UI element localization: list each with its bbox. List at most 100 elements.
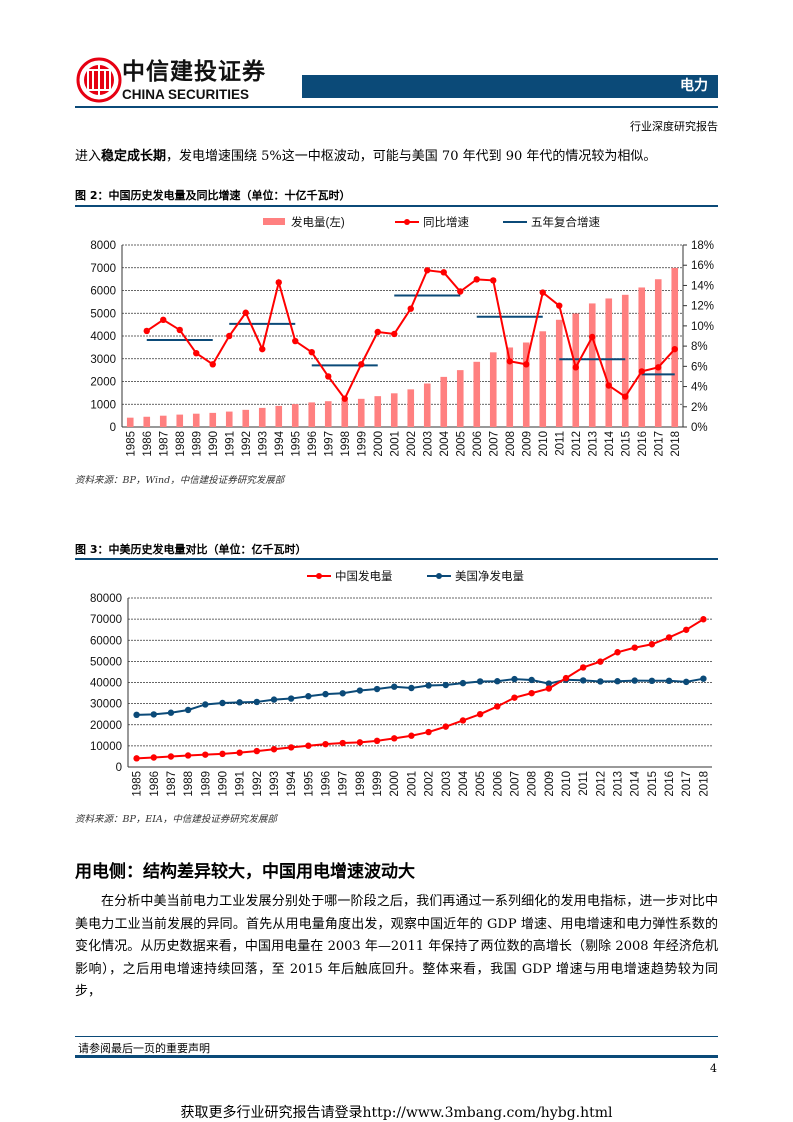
bar-generation (308, 402, 316, 427)
point-us (150, 711, 157, 718)
bar-generation (159, 415, 167, 427)
point-yoy-growth (374, 328, 381, 336)
x-tick-label: 2006 (492, 771, 504, 797)
x-tick-label: 2008 (505, 431, 517, 457)
point-us (167, 709, 175, 716)
y-tick-label: 10000 (90, 741, 122, 753)
point-us (631, 677, 638, 684)
point-china (184, 752, 192, 759)
figure-3-divider (75, 558, 718, 560)
x-tick-label: 1987 (158, 431, 170, 457)
bar-generation (638, 287, 646, 427)
figure-2-title: 图 2：中国历史发电量及同比增速（单位：十亿千瓦时） (75, 189, 351, 202)
y2-tick-label: 12% (691, 301, 714, 313)
x-tick-label: 2009 (544, 771, 556, 797)
point-us (253, 698, 261, 706)
point-china (597, 658, 604, 665)
point-us (356, 687, 364, 694)
point-china (408, 732, 415, 739)
chart-china-generation: 0 1000 2000 3000 4000 5000 6000 7000 8000 1985 198… (90, 215, 714, 457)
point-us (425, 682, 432, 689)
x-tick-label: 1998 (355, 771, 367, 797)
point-yoy-growth (457, 288, 464, 295)
legend-marker (436, 573, 442, 579)
y2-tick-label: 10% (691, 321, 714, 333)
x-tick-label: 1996 (321, 771, 333, 797)
point-yoy-growth (506, 358, 513, 365)
point-us (700, 675, 707, 682)
bar-generation (192, 413, 200, 427)
y-tick-label: 8000 (90, 240, 116, 252)
watermark-link[interactable]: 获取更多行业研究报告请登录http://www.3mbang.com/hybg.… (180, 1105, 613, 1121)
point-yoy-growth (308, 348, 315, 356)
bar-generation (654, 279, 662, 427)
point-china (253, 747, 261, 755)
y2-tick-label: 18% (691, 240, 714, 252)
bar-generation (242, 409, 250, 427)
point-china (133, 755, 140, 762)
x-tick-label: 1994 (286, 770, 298, 796)
point-china (305, 742, 312, 749)
point-yoy-growth (440, 269, 447, 276)
bar-generation (258, 407, 266, 427)
chart-china-us-comparison: 0 10000 20000 30000 40000 50000 60000 70000 8000… (90, 569, 712, 797)
x-tick-label: 1994 (274, 430, 286, 456)
body-paragraph: 在分析中美当前电力工业发展分别处于哪一阶段之后，我们再通过一系列细化的发用电指标… (75, 894, 718, 999)
point-us (270, 696, 278, 703)
x-tick-label: 2006 (472, 431, 484, 457)
x-tick-label: 1991 (224, 431, 236, 457)
x-tick-label: 2014 (630, 770, 642, 796)
y-tick-label: 1000 (90, 399, 116, 411)
x-tick-label: 1990 (208, 431, 220, 457)
point-us (287, 695, 295, 702)
point-china (700, 616, 707, 623)
china-securities-logo (76, 57, 122, 103)
bar-generation (374, 396, 382, 427)
x-tick-label: 1985 (125, 431, 137, 457)
point-china (683, 626, 690, 633)
x-tick-label: 2009 (521, 431, 533, 457)
bar-generation (357, 398, 365, 427)
y-tick-label: 70000 (90, 614, 122, 626)
x-tick-label: 2007 (509, 771, 521, 797)
x-tick-label: 2007 (488, 431, 500, 457)
logo-text-cn: 中信建投证券 (122, 59, 266, 85)
point-china (322, 740, 329, 748)
point-yoy-growth (424, 267, 431, 274)
x-tick-label: 1992 (241, 431, 253, 457)
bar-generation (440, 376, 448, 427)
x-tick-label: 1993 (257, 431, 269, 457)
bar-generation (539, 331, 547, 427)
x-tick-label: 2013 (613, 771, 625, 797)
point-yoy-growth (523, 361, 530, 368)
point-china (459, 717, 467, 724)
point-us (442, 681, 449, 689)
intro-pre: 进入 (75, 149, 102, 164)
point-us (683, 678, 690, 686)
x-tick-label: 2010 (538, 431, 550, 457)
legend-marker (316, 573, 322, 579)
bar-generation (588, 303, 596, 427)
y2-tick-label: 6% (691, 361, 708, 373)
bar-generation (605, 298, 613, 427)
point-yoy-growth (638, 368, 645, 375)
point-yoy-growth (341, 395, 348, 402)
x-tick-label: 1997 (338, 771, 350, 797)
point-us (494, 678, 501, 685)
point-us (202, 701, 209, 708)
x-tick-label: 1987 (166, 771, 178, 797)
y-tick-label: 80000 (90, 593, 122, 605)
y-tick-label: 4000 (90, 331, 116, 343)
point-us (133, 711, 140, 719)
footer-divider-bottom (75, 1055, 718, 1058)
point-china (391, 735, 398, 742)
logo-text-en: CHINA SECURITIES (122, 87, 250, 102)
x-tick-label: 2012 (595, 771, 607, 797)
point-china (270, 746, 278, 753)
y2-tick-label: 4% (691, 382, 708, 394)
point-china (494, 703, 501, 710)
x-tick-label: 1992 (252, 771, 264, 797)
bar-generation (506, 347, 514, 427)
point-us (391, 683, 398, 690)
x-tick-label: 2004 (458, 770, 470, 796)
